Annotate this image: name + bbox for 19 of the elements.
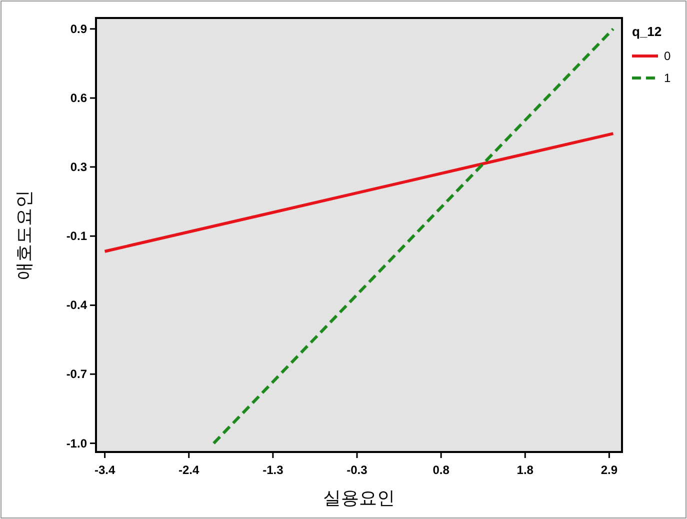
- x-tick-label: -0.3: [346, 463, 368, 477]
- legend-label: 1: [664, 71, 671, 85]
- y-tick-label: 0.3: [70, 160, 88, 174]
- x-tick-label: -1.3: [262, 463, 284, 477]
- y-tick-label: -0.4: [66, 298, 88, 312]
- x-tick-label: 2.9: [600, 463, 618, 477]
- y-axis-title: 애호도요인: [14, 190, 34, 280]
- legend-title: q_12: [632, 24, 662, 39]
- x-tick-label: 1.8: [516, 463, 534, 477]
- x-axis-title: 실용요인: [323, 488, 395, 508]
- legend-label: 0: [664, 49, 671, 63]
- y-tick-label: 0.9: [70, 22, 88, 36]
- x-tick-label: -2.4: [178, 463, 200, 477]
- y-tick-label: -0.7: [66, 367, 88, 382]
- y-tick-label: -1.0: [66, 436, 88, 450]
- x-tick-label: 0.8: [432, 463, 450, 477]
- y-tick-label: -0.1: [66, 229, 88, 244]
- y-tick-label: 0.6: [70, 91, 88, 106]
- x-tick-label: -3.4: [94, 463, 116, 477]
